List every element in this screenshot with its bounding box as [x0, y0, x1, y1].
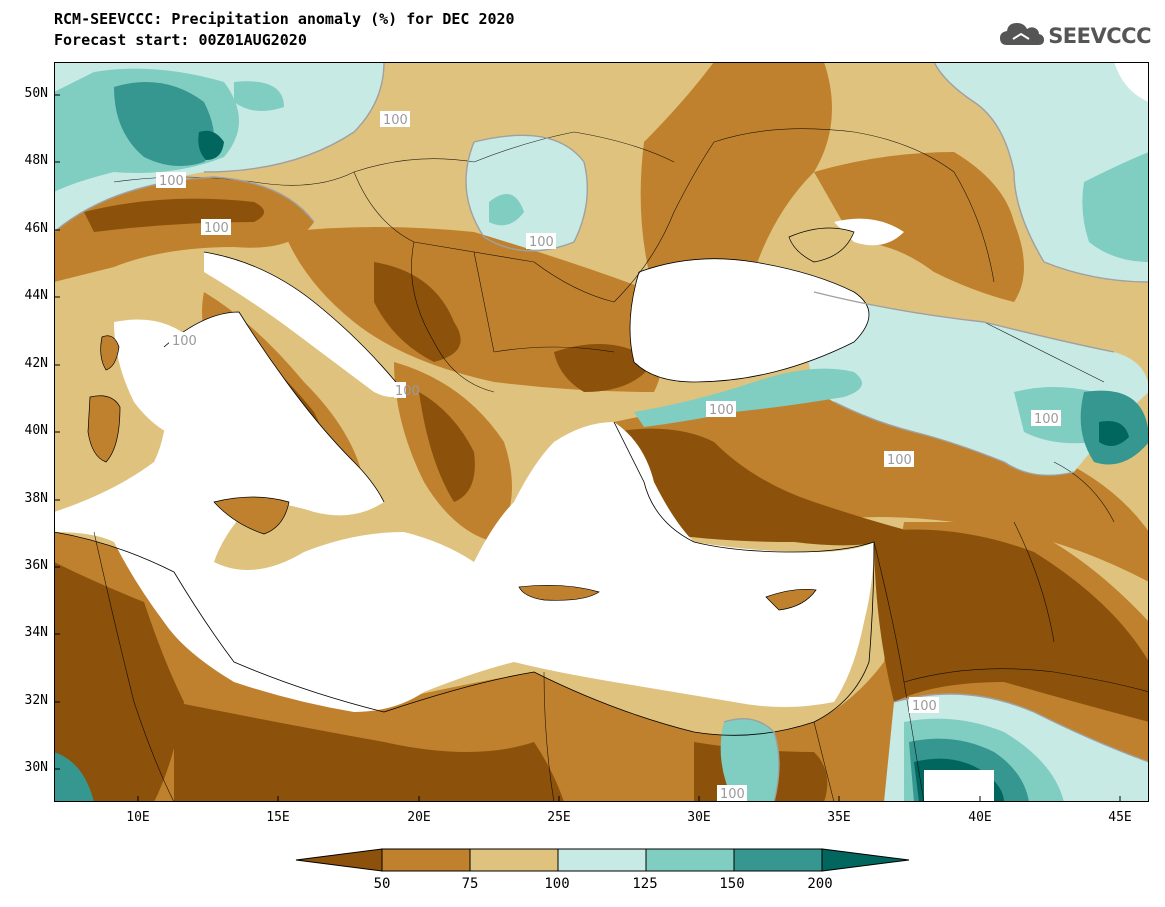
- anomaly-region-sinai-wet: [720, 718, 779, 802]
- contour-label: 100: [395, 384, 420, 399]
- island-sardinia: [87, 395, 121, 463]
- anomaly-region-turkey-driest: [614, 428, 914, 546]
- anomaly-region-czech: [234, 81, 284, 111]
- sea-azov: [834, 218, 904, 246]
- lat-label: 38N: [24, 491, 48, 506]
- lat-label: 30N: [24, 760, 48, 775]
- lon-label: 45E: [1108, 810, 1132, 825]
- anomaly-region-nw-peak: [114, 82, 214, 166]
- lat-label: 42N: [24, 356, 48, 371]
- contour-label: 100: [383, 113, 408, 128]
- lat-label: 44N: [24, 288, 48, 303]
- colorbar-bin: [469, 848, 559, 872]
- lon-label: 40E: [968, 810, 992, 825]
- contour-labels: 100 100 100 100 100 100 100 100 100 100: [156, 111, 1061, 802]
- contour-label: 100: [204, 221, 229, 236]
- map-border: [54, 62, 1149, 802]
- anomaly-region-blacksea-coast-wet: [634, 368, 862, 427]
- colorbar: [295, 848, 910, 872]
- colorbar-label: 100: [544, 876, 570, 892]
- title-block: RCM-SEEVCCC: Precipitation anomaly (%) f…: [54, 9, 515, 51]
- sea-caspian-edge: [1114, 62, 1149, 102]
- anomaly-region-alps-driest: [84, 198, 264, 232]
- anomaly-region-slovakia-inner: [489, 194, 524, 226]
- lon-label: 30E: [687, 810, 711, 825]
- chart-subtitle: Forecast start: 00Z01AUG2020: [54, 31, 307, 49]
- colorbar-bin: [733, 848, 823, 872]
- anomaly-region-ukraine-dry: [640, 62, 832, 295]
- coastlines: [54, 251, 875, 736]
- colorbar-svg: [295, 848, 910, 872]
- island-crete: [518, 585, 600, 601]
- cloud-icon: [999, 20, 1045, 52]
- sea-mediterranean: [54, 312, 874, 712]
- seevccc-logo: SEEVCCC: [999, 20, 1151, 52]
- sea-tyrrhenian: [114, 319, 208, 442]
- lon-label: 10E: [126, 810, 150, 825]
- anomaly-region-turkey-dry: [614, 392, 1149, 582]
- contour-label: 100: [1034, 412, 1059, 427]
- island-cyprus: [765, 588, 817, 611]
- colorbar-label: 200: [807, 876, 833, 892]
- map-panel: 100 100 100 100 100 100 100 100 100 100: [54, 62, 1149, 802]
- colorbar-bin: [381, 848, 471, 872]
- colorbar-label: 75: [461, 876, 479, 892]
- anomaly-region-greece-driest: [419, 392, 475, 502]
- anomaly-region-russia-dry: [814, 152, 1024, 302]
- contour-label: 100: [172, 334, 197, 349]
- missing-data-patch: [924, 770, 994, 802]
- contour-label: 100: [887, 453, 912, 468]
- island-sicily: [213, 496, 290, 535]
- lon-label: 20E: [407, 810, 431, 825]
- lon-label: 35E: [827, 810, 851, 825]
- lat-label: 36N: [24, 558, 48, 573]
- contour-label: 100: [912, 699, 937, 714]
- colorbar-label: 150: [719, 876, 745, 892]
- lat-label: 34N: [24, 625, 48, 640]
- anomaly-region-sw-corner-wet: [54, 752, 94, 802]
- contour-100-lines: [54, 62, 1149, 802]
- lon-label: 15E: [266, 810, 290, 825]
- colorbar-bin: [295, 848, 383, 872]
- anomaly-region-balkans-driest: [374, 262, 461, 362]
- anomaly-region-poland: [384, 62, 527, 155]
- lon-label: 25E: [547, 810, 571, 825]
- peninsula-crimea: [788, 227, 855, 263]
- precipitation-anomaly-map: 100 100 100 100 100 100 100 100 100 100: [54, 62, 1149, 802]
- lat-label: 48N: [24, 153, 48, 168]
- colorbar-bin: [821, 848, 910, 872]
- anomaly-region-armenia-peak: [1099, 421, 1129, 446]
- anomaly-region-sahara-driest: [174, 702, 564, 802]
- colorbar-label: 125: [632, 876, 658, 892]
- logo-text: SEEVCCC: [1048, 24, 1151, 48]
- contour-label: 100: [709, 403, 734, 418]
- sea-adriatic: [204, 252, 404, 397]
- sea-black: [630, 258, 869, 382]
- island-corsica: [100, 335, 120, 371]
- anomaly-region-bulgaria-driest: [554, 344, 654, 392]
- colorbar-label: 50: [373, 876, 391, 892]
- lat-label: 46N: [24, 221, 48, 236]
- contour-label: 100: [529, 235, 554, 250]
- colorbar-bin: [557, 848, 647, 872]
- contour-label: 100: [159, 174, 184, 189]
- anomaly-region-levant-driest: [874, 529, 1149, 722]
- contour-label: 100: [720, 787, 745, 802]
- chart-title: RCM-SEEVCCC: Precipitation anomaly (%) f…: [54, 10, 515, 28]
- anomaly-region-ne-wetter: [1082, 152, 1149, 262]
- lat-label: 32N: [24, 693, 48, 708]
- lat-label: 40N: [24, 423, 48, 438]
- anomaly-region-nw-max: [198, 130, 224, 160]
- anomaly-region-libya-driest: [54, 562, 184, 802]
- lat-label: 50N: [24, 86, 48, 101]
- colorbar-bin: [645, 848, 735, 872]
